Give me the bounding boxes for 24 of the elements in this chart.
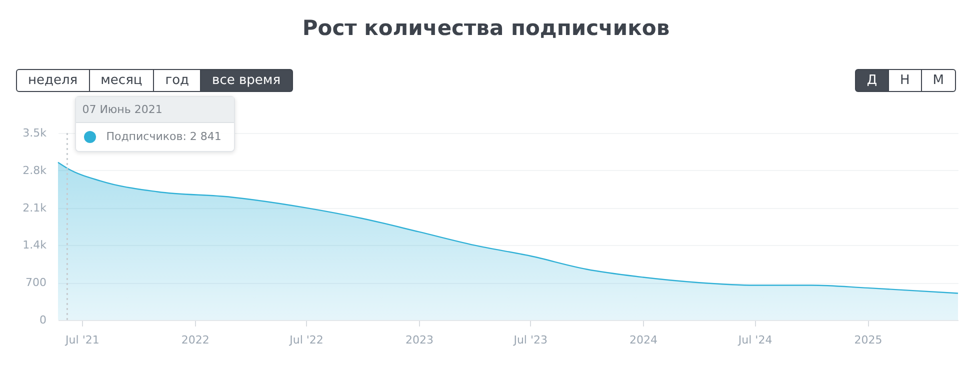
x-tick-label: 2024 (630, 334, 658, 346)
toggle-button[interactable]: М (922, 69, 956, 92)
chart-title: Рост количества подписчиков (301, 16, 671, 40)
annotation: Подписчиков: 2 841 (106, 130, 222, 143)
y-tick-label: 2.1k (22, 201, 48, 214)
y-tick-label: 2.8k (22, 164, 48, 177)
y-tick-label: 1.4k (22, 238, 48, 252)
x-tick-label: Jul '23 (512, 334, 548, 346)
y-tick-label: 3.5k (22, 126, 48, 140)
toggle-button[interactable]: месяц (90, 69, 154, 92)
toggle-button[interactable]: неделя (16, 69, 90, 92)
y-tick-label: 700 (26, 276, 46, 290)
x-tick-label: Jul '22 (288, 334, 324, 346)
x-tick-label: 2023 (405, 334, 434, 346)
toggle-button[interactable]: Н (889, 69, 922, 92)
toggle-button[interactable]: год (154, 69, 202, 92)
x-tick-label: Jul '24 (737, 334, 772, 346)
x-tick-label: Jul '21 (64, 334, 100, 346)
toggle-button[interactable]: Д (854, 69, 889, 92)
toggle-button[interactable]: все время (201, 69, 293, 92)
x-tick-label: 2022 (181, 334, 210, 346)
y-tick-label: 0 (40, 314, 46, 326)
tooltip: 07 Июнь 2021 Подписчиков: 2 841 (75, 96, 236, 152)
x-tick-label: 2025 (854, 334, 882, 346)
